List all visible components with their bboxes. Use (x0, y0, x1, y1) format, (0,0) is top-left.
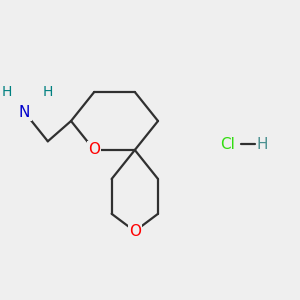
Text: H: H (43, 85, 53, 99)
Text: H: H (2, 85, 12, 99)
Text: H: H (257, 137, 268, 152)
Text: O: O (129, 224, 141, 239)
Text: O: O (88, 142, 100, 158)
Text: Cl: Cl (220, 137, 235, 152)
Text: N: N (19, 105, 30, 120)
